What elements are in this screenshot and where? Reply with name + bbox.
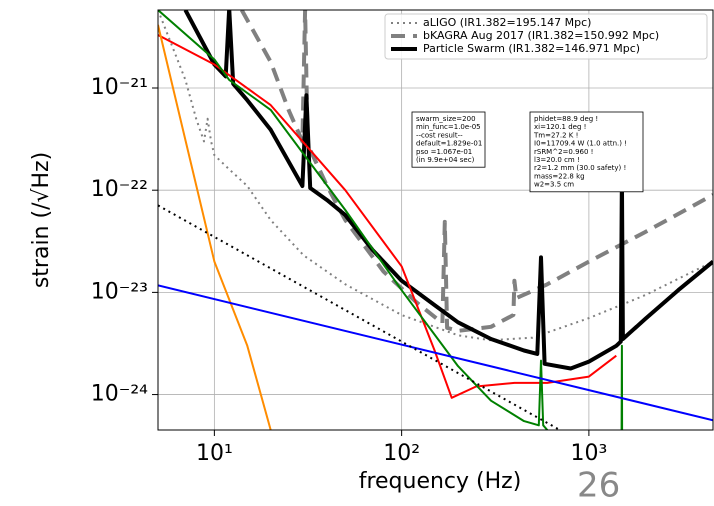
annotation-line: w2=3.5 cm — [534, 181, 574, 189]
overlay: 10¹ 10² 10³ 10⁻²⁴ 10⁻²³ 10⁻²² 10⁻²¹ aLIGO (IR1.… — [91, 13, 708, 466]
x-axis-label: frequency (Hz) — [359, 469, 522, 494]
x-tick-label: 10³ — [570, 441, 607, 466]
plot-lines — [158, 10, 713, 430]
annotation-line: rSRM^2=0.960 ! — [534, 148, 593, 156]
page-number: 26 — [577, 466, 620, 503]
annotation-box — [411, 111, 486, 168]
series-line — [158, 10, 713, 342]
x-tick-label: 10² — [383, 441, 420, 466]
annotation-line: r2=1.2 mm (30.0 safety) ! — [534, 164, 626, 172]
annotation-line: xi=120.1 deg ! — [534, 123, 586, 131]
annotation-line: (in 9.9e+04 sec) — [416, 156, 475, 164]
legend-label: Particle Swarm (IR1.382=146.971 Mpc) — [423, 42, 640, 55]
y-axis-label: strain (/√Hz) — [29, 152, 54, 288]
y-tick-label: 10⁻²⁴ — [91, 382, 148, 407]
series-line — [158, 10, 624, 430]
plot-frame — [157, 9, 714, 431]
series-line — [158, 284, 713, 422]
annotation-line: I0=11709.4 W (1.0 attn.) ! — [534, 140, 627, 148]
y-tick-label: 10⁻²² — [91, 177, 148, 202]
grid — [158, 10, 713, 430]
annotation-line: swarm_size=200 — [416, 115, 476, 123]
annotation-line: default=1.829e-01 — [416, 140, 482, 148]
annotation-line: Tm=27.2 K ! — [533, 131, 578, 139]
legend-box — [384, 13, 708, 60]
series-line — [239, 10, 713, 333]
annotation-line: phidet=88.9 deg ! — [534, 115, 598, 123]
series-line — [158, 24, 272, 430]
annotation-line: --cost result-- — [416, 131, 463, 139]
x-tick-label: 10¹ — [196, 441, 233, 466]
annotation-line: mass=22.8 kg — [534, 172, 585, 180]
annotation-line: l3=20.0 cm ! — [534, 156, 580, 164]
y-tick-label: 10⁻²¹ — [91, 75, 148, 100]
y-tick-label: 10⁻²³ — [91, 279, 148, 304]
legend-label: aLIGO (IR1.382=195.147 Mpc) — [423, 16, 591, 29]
annotation-line: min_func=1.0e-05 — [416, 123, 481, 131]
series-line — [183, 10, 713, 371]
annotation-line: pso =1.067e-01 — [416, 148, 472, 156]
annotation-box — [529, 111, 644, 193]
legend-label: bKAGRA Aug 2017 (IR1.382=150.992 Mpc) — [423, 29, 659, 42]
series-line — [158, 34, 617, 399]
